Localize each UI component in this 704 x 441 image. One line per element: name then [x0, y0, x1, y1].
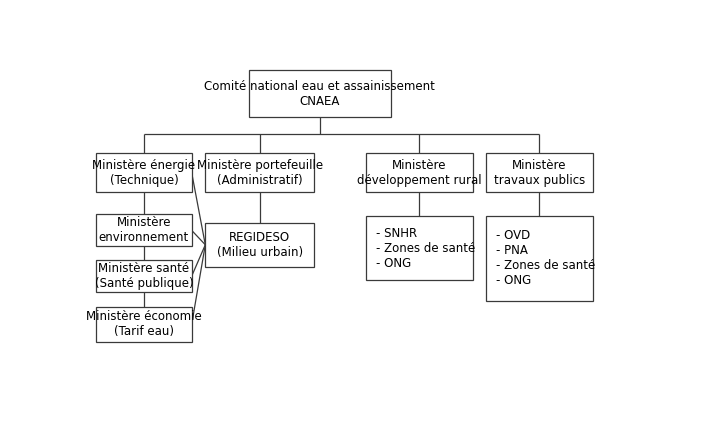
FancyBboxPatch shape — [486, 153, 593, 192]
Text: - OVD
- PNA
- Zones de santé
- ONG: - OVD - PNA - Zones de santé - ONG — [496, 229, 596, 288]
Text: Ministère économie
(Tarif eau): Ministère économie (Tarif eau) — [86, 310, 202, 338]
Text: Ministère
environnement: Ministère environnement — [99, 217, 189, 244]
Text: Ministère énergie
(Technique): Ministère énergie (Technique) — [92, 159, 196, 187]
Text: Ministère santé
(Santé publique): Ministère santé (Santé publique) — [94, 262, 193, 290]
FancyBboxPatch shape — [249, 70, 391, 117]
FancyBboxPatch shape — [96, 260, 191, 292]
FancyBboxPatch shape — [96, 214, 191, 247]
FancyBboxPatch shape — [206, 153, 315, 192]
FancyBboxPatch shape — [366, 153, 472, 192]
FancyBboxPatch shape — [206, 223, 315, 267]
Text: Ministère portefeuille
(Administratif): Ministère portefeuille (Administratif) — [197, 159, 323, 187]
Text: Ministère
développement rural: Ministère développement rural — [357, 159, 482, 187]
Text: REGIDESO
(Milieu urbain): REGIDESO (Milieu urbain) — [217, 231, 303, 259]
FancyBboxPatch shape — [96, 153, 191, 192]
FancyBboxPatch shape — [366, 216, 472, 280]
FancyBboxPatch shape — [96, 306, 191, 342]
Text: Ministère
travaux publics: Ministère travaux publics — [494, 159, 585, 187]
Text: Comité national eau et assainissement
CNAEA: Comité national eau et assainissement CN… — [204, 80, 435, 108]
FancyBboxPatch shape — [486, 216, 593, 301]
Text: - SNHR
- Zones de santé
- ONG: - SNHR - Zones de santé - ONG — [376, 227, 475, 270]
